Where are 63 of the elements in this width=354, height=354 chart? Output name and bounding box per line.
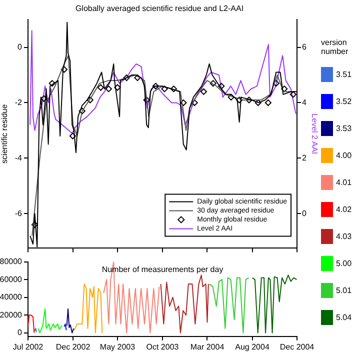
legend-label: 5.00	[336, 259, 352, 268]
point	[170, 86, 177, 92]
y2-tick-label: 4	[302, 98, 307, 107]
point	[31, 221, 38, 228]
y-tick-label: -4	[14, 153, 23, 162]
x-tick-label: Aug 2004	[235, 342, 270, 352]
legend-label: 4.02	[336, 205, 352, 214]
point	[272, 80, 280, 87]
point	[281, 86, 288, 92]
legend-label: 3.53	[336, 124, 352, 133]
point	[254, 99, 262, 106]
y-tick-label: -6	[14, 208, 23, 218]
point	[60, 66, 68, 73]
point	[143, 96, 150, 104]
point	[191, 99, 198, 106]
y-axis-title: scientific residue	[0, 104, 10, 164]
y-tick-label: 60000	[0, 274, 23, 284]
point	[228, 94, 234, 100]
point	[86, 96, 94, 104]
point	[152, 82, 160, 90]
point	[236, 96, 243, 104]
point	[69, 132, 76, 140]
chart-title: Globally averaged scientific residue and L2-AAI	[75, 4, 244, 14]
x-tick-label: May 2003	[100, 342, 136, 352]
legend-title: version number	[321, 38, 350, 56]
point	[210, 80, 216, 87]
point	[97, 84, 104, 91]
y-tick-label: -2	[14, 98, 23, 107]
x-tick-label: Mar 2004	[190, 342, 225, 352]
point	[180, 99, 187, 106]
point	[40, 95, 48, 102]
y2-tick-label: 0	[302, 208, 307, 218]
legend-label: 5.04	[336, 313, 352, 322]
legend-label: 4.03	[336, 232, 352, 241]
legend-label: 3.51	[336, 70, 352, 79]
point	[161, 86, 168, 92]
y2-tick-label: 6	[302, 42, 307, 52]
y-tick-label: 0	[18, 328, 23, 338]
point	[123, 74, 130, 82]
legend-label: 4.00	[336, 151, 352, 160]
legend-label: 3.52	[336, 97, 352, 106]
point	[48, 80, 56, 87]
point	[290, 91, 296, 98]
x-tick-label: Dec 2002	[56, 342, 91, 352]
y2-axis-title: Level 2 AAI	[310, 114, 319, 154]
x-tick-label: Jul 2002	[12, 342, 44, 352]
legend-label: 4.01	[336, 178, 352, 187]
y-tick-label: 20000	[0, 310, 23, 320]
point	[246, 96, 252, 104]
point	[218, 82, 225, 90]
point	[134, 74, 141, 82]
legend-label: 5.01	[336, 286, 352, 295]
y-tick-label: 0	[18, 42, 23, 52]
y2-tick-label: 2	[302, 153, 307, 162]
x-tick-label: Oct 2003	[146, 342, 180, 352]
point	[78, 108, 86, 114]
point	[114, 84, 121, 91]
x-tick-label: Dec 2004	[280, 342, 315, 352]
point	[264, 99, 272, 106]
y-tick-label: 80000	[0, 257, 23, 266]
point	[105, 86, 112, 92]
y-tick-label: 40000	[0, 292, 23, 302]
point	[200, 88, 208, 95]
